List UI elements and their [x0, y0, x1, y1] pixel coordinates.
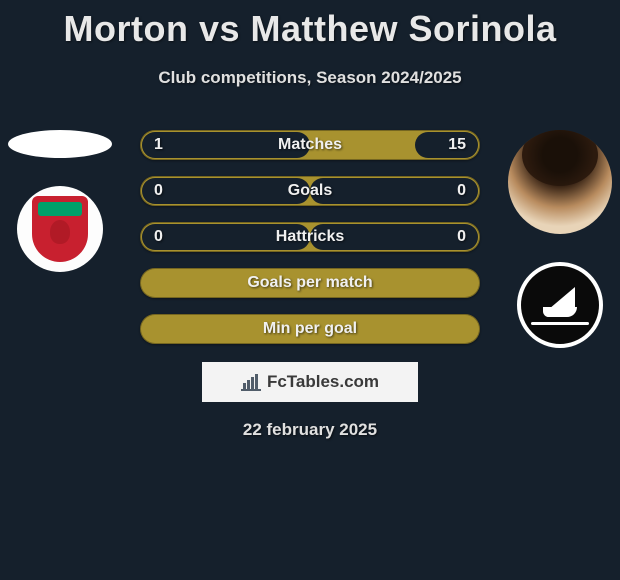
chart-icon: [241, 373, 261, 391]
brand-badge: FcTables.com: [202, 362, 418, 402]
stat-value-right: 0: [457, 182, 466, 200]
stat-bar: Goals per match: [140, 268, 480, 298]
footer-date: 22 february 2025: [0, 420, 620, 440]
stat-bar: 0 Goals 0: [140, 176, 480, 206]
stat-label: Goals per match: [247, 274, 372, 292]
stat-value-right: 15: [448, 136, 466, 154]
stat-value-left: 0: [154, 228, 163, 246]
player-right-avatar: [508, 130, 612, 234]
stat-label: Matches: [278, 136, 342, 154]
page-subtitle: Club competitions, Season 2024/2025: [0, 68, 620, 88]
stat-value-left: 0: [154, 182, 163, 200]
stat-label: Hattricks: [276, 228, 344, 246]
stat-value-left: 1: [154, 136, 163, 154]
right-player-column: [508, 130, 612, 348]
stat-value-right: 0: [457, 228, 466, 246]
bar-empty-left: [142, 178, 310, 204]
stat-bar: 1 Matches 15: [140, 130, 480, 160]
club-left-badge: [17, 186, 103, 272]
plymouth-crest-icon: [537, 293, 583, 317]
player-left-avatar: [8, 130, 112, 158]
liverpool-crest-icon: [32, 196, 88, 262]
stat-bar: 0 Hattricks 0: [140, 222, 480, 252]
club-right-badge: [517, 262, 603, 348]
comparison-panel: 1 Matches 15 0 Goals 0 0 Hattricks 0 Goals per ma…: [0, 130, 620, 440]
bar-empty-right: [415, 132, 478, 158]
left-player-column: [8, 130, 112, 272]
page-title: Morton vs Matthew Sorinola: [0, 0, 620, 50]
stat-bars: 1 Matches 15 0 Goals 0 0 Hattricks 0 Goals per ma…: [140, 130, 480, 344]
stat-label: Min per goal: [263, 320, 357, 338]
stat-label: Goals: [288, 182, 332, 200]
bar-empty-right: [310, 178, 478, 204]
brand-text: FcTables.com: [267, 372, 379, 392]
stat-bar: Min per goal: [140, 314, 480, 344]
